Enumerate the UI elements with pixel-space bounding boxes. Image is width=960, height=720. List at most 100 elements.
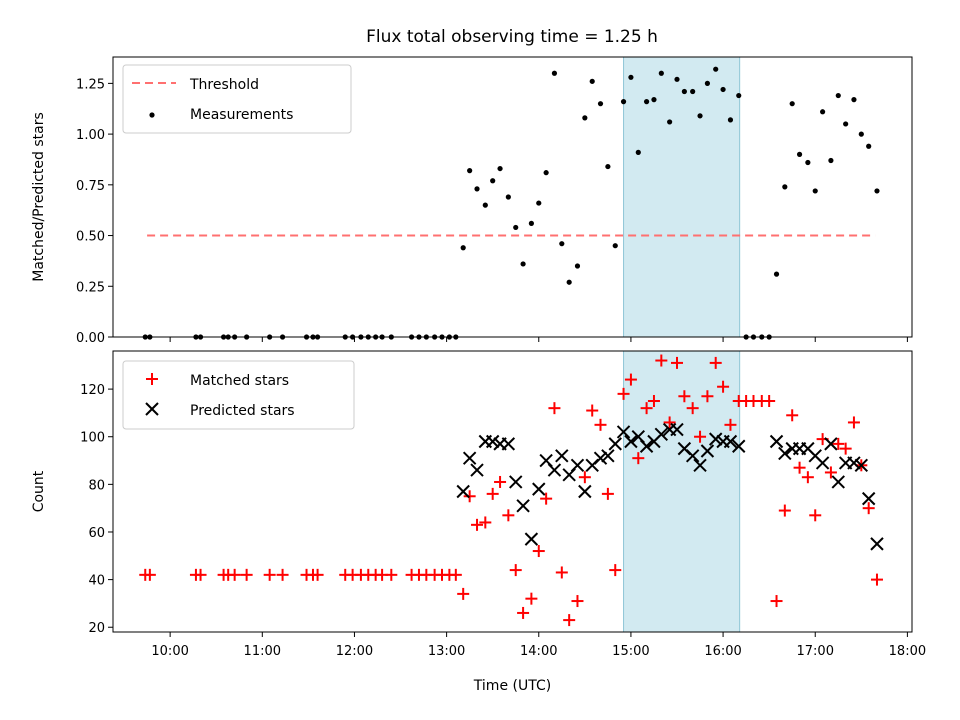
predicted-star-point: [639, 439, 654, 453]
x-tick-label: 12:00: [336, 644, 373, 659]
y-tick-label: 1.25: [76, 77, 105, 92]
bottom-y-axis-label: Count: [31, 470, 47, 512]
measurement-point: [605, 163, 611, 170]
x-tick-label: 14:00: [520, 644, 557, 659]
matched-star-point: [839, 442, 852, 455]
matched-star-point: [532, 545, 545, 558]
chart-title: Flux total observing time = 1.25 h: [366, 27, 658, 47]
predicted-star-point: [847, 456, 861, 470]
measurement-point: [820, 109, 826, 115]
predicted-star-point: [509, 475, 523, 489]
measurement-point: [674, 76, 680, 82]
legend-threshold-label: Threshold: [189, 77, 259, 93]
predicted-star-point: [547, 463, 562, 477]
measurement-point: [690, 88, 696, 95]
measurement-point: [566, 279, 572, 285]
measurement-point: [474, 186, 480, 192]
measurement-point: [697, 113, 703, 119]
measurement-point: [505, 194, 511, 200]
y-tick-label: 80: [88, 478, 105, 493]
matched-star-point: [655, 354, 668, 367]
predicted-star-point: [870, 537, 884, 551]
observing-span-band: [623, 350, 741, 633]
y-tick-label: 40: [88, 574, 105, 589]
predicted-star-point: [578, 484, 592, 499]
x-tick-label: 16:00: [704, 644, 741, 659]
measurement-point: [582, 115, 588, 121]
measurement-point: [612, 243, 618, 249]
measurement-point: [805, 159, 811, 166]
predicted-star-point: [670, 422, 684, 437]
matched-star-point: [801, 471, 814, 484]
y-tick-label: 1.00: [76, 128, 105, 143]
legend-predicted-label: Predicted stars: [190, 403, 295, 419]
measurement-point: [782, 184, 788, 190]
matched-star-point: [471, 518, 484, 531]
matched-star-point: [847, 416, 860, 429]
bottom-legend: Matched stars Predicted stars: [122, 360, 355, 430]
predicted-star-point: [700, 444, 715, 458]
measurement-point: [643, 99, 650, 105]
matched-star-point: [686, 402, 699, 415]
bottom-panel-frame: [112, 350, 913, 633]
measurement-point: [835, 92, 841, 99]
predicted-star-point: [470, 463, 484, 477]
matched-star-point: [617, 387, 630, 400]
predicted-star-point: [616, 425, 631, 439]
bottom-y-axis-ticks: 20 40 60 80 100 120: [80, 383, 113, 636]
matched-star-point: [601, 487, 614, 500]
bottom-legend-box: [122, 360, 355, 430]
top-y-axis-label: Matched/Predicted stars: [31, 112, 47, 282]
bottom-x-axis-ticks: 10:00 11:00 12:00 13:00 14:00 15:00 16:00 17:00…: [151, 632, 926, 659]
ratio-panel: 0.00 0.25 0.50 0.75 1.00 1.25 Matched/Predict…: [31, 56, 913, 346]
measurement-point: [536, 200, 542, 206]
matched-star-point: [449, 568, 462, 581]
measurement-point: [812, 188, 818, 194]
y-tick-label: 0.00: [76, 331, 105, 346]
x-tick-label: 11:00: [244, 644, 281, 659]
measurement-point: [551, 70, 558, 76]
measurement-point: [796, 151, 803, 157]
measurement-point: [543, 170, 549, 176]
measurement-point: [467, 168, 473, 174]
measurement-point: [597, 101, 604, 107]
predicted-star-point: [778, 446, 792, 461]
matched-star-point: [479, 516, 492, 529]
legend-matched-label: Matched stars: [190, 373, 289, 389]
matched-star-point: [143, 568, 156, 581]
matched-star-point: [571, 595, 584, 608]
predicted-star-point: [685, 449, 700, 463]
predicted-star-point: [462, 451, 477, 465]
y-tick-label: 100: [80, 431, 105, 446]
measurement-point: [589, 78, 595, 84]
predicted-star-point: [555, 449, 569, 463]
y-tick-label: 20: [88, 621, 105, 636]
predicted-star-point: [624, 434, 638, 449]
matched-star-point: [194, 568, 207, 581]
matched-star-point: [671, 356, 683, 369]
measurement-point: [720, 86, 726, 93]
matched-star-point: [525, 592, 538, 605]
predicted-legend-swatch: [145, 402, 159, 416]
predicted-star-point: [824, 437, 838, 451]
matched-star-point: [517, 606, 530, 619]
matched-star-point: [724, 418, 737, 431]
matched-legend-swatch: [146, 373, 158, 385]
y-tick-label: 0.75: [76, 179, 105, 194]
matched-star-point: [486, 487, 499, 500]
y-tick-label: 120: [80, 383, 105, 398]
predicted-star-point: [570, 458, 585, 473]
measurement-point: [628, 74, 634, 80]
matched-star-point: [494, 475, 507, 488]
y-tick-label: 60: [88, 526, 105, 541]
measurement-point: [858, 131, 864, 137]
measurement-point: [681, 88, 687, 95]
measurement-point: [520, 261, 526, 267]
matched-star-point: [609, 564, 622, 577]
matched-star-point: [540, 492, 553, 505]
predicted-star-point: [815, 456, 830, 470]
matched-star-point: [778, 504, 791, 517]
y-tick-label: 0.25: [76, 280, 105, 295]
predicted-star-point: [854, 458, 869, 473]
